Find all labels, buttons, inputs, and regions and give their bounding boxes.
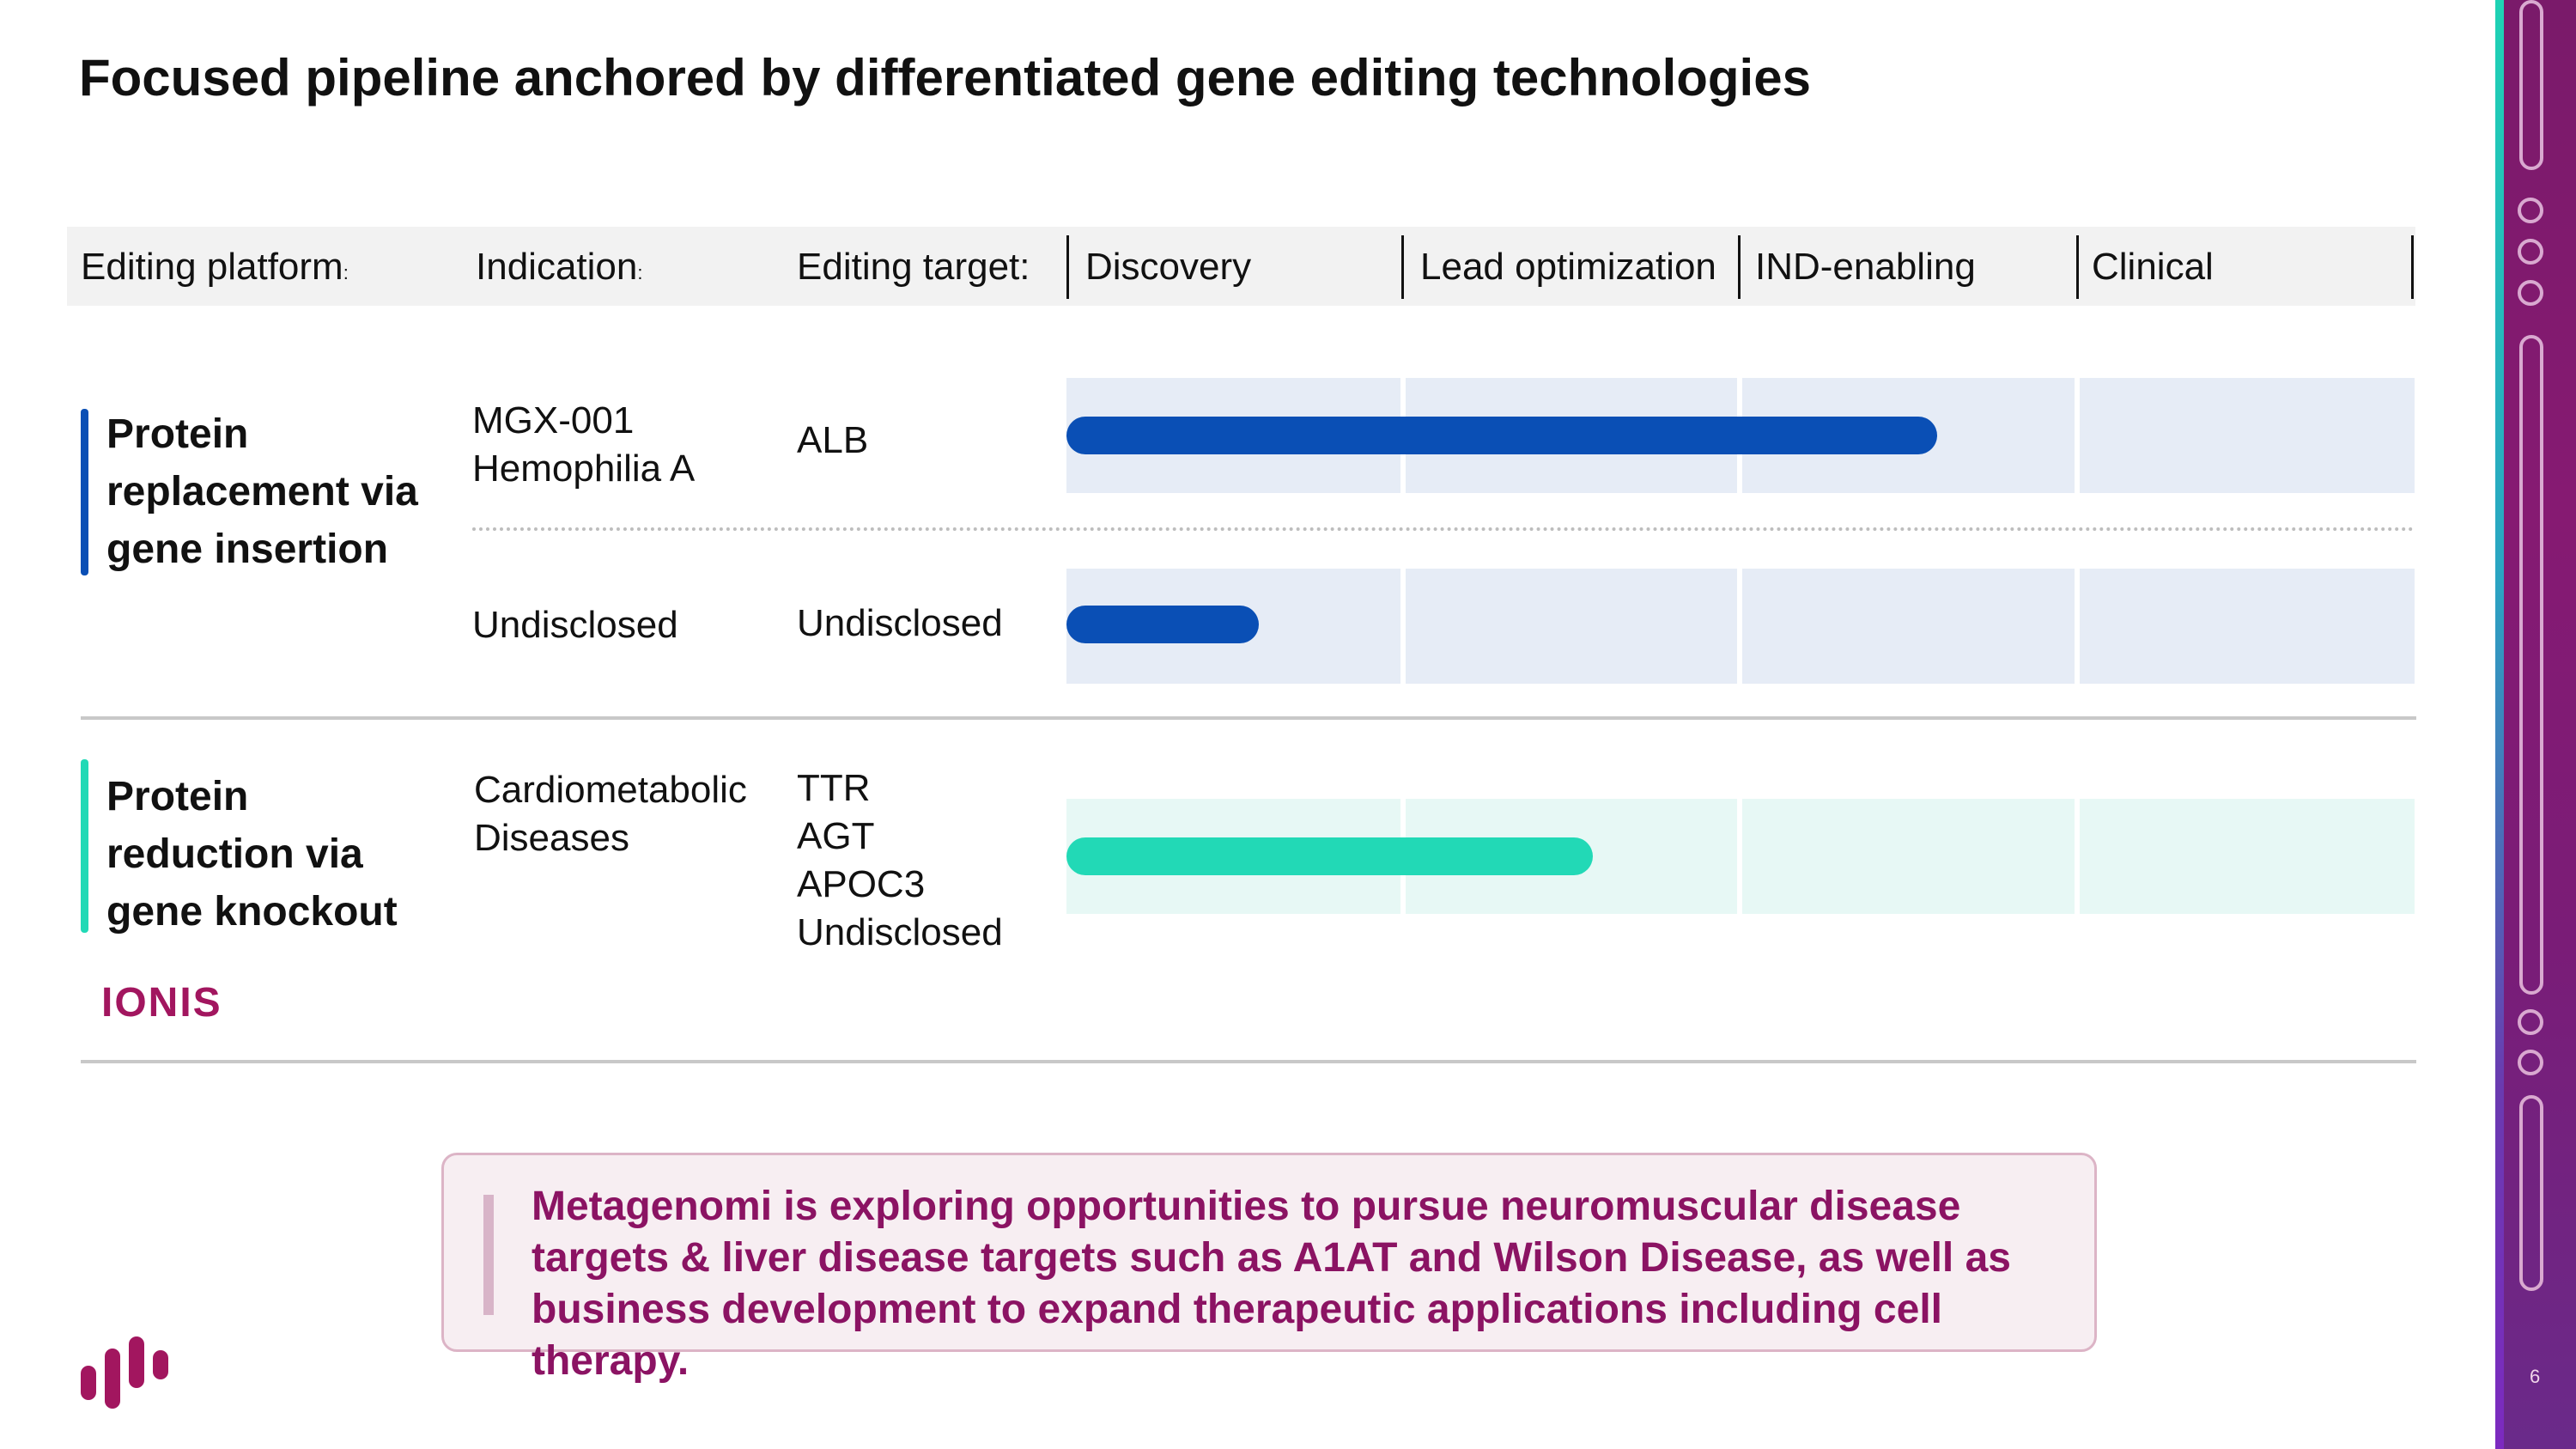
decorative-side-strip [2495, 0, 2576, 1449]
stage-divider [1401, 235, 1404, 299]
header-stage-lead-optimization: Lead optimization [1420, 246, 1716, 288]
stage-divider [1066, 235, 1069, 299]
target-cell: ALB [797, 419, 869, 461]
callout-text: Metagenomi is exploring opportunities to… [532, 1184, 2011, 1384]
indication-cell: Undisclosed [472, 604, 678, 646]
stage-divider [2411, 235, 2414, 299]
group-label-gene-knockout: Protein reduction via gene knockout [106, 774, 398, 935]
progress-bar [1066, 837, 1593, 875]
company-logo-icon [81, 1336, 175, 1409]
indication-cell: MGX-001 Hemophilia A [472, 399, 696, 490]
stage-divider [1738, 235, 1741, 299]
pipeline-track [1066, 378, 2415, 493]
progress-bar [1066, 606, 1259, 643]
header-stage-discovery: Discovery [1085, 246, 1252, 288]
header-stage-ind-enabling: IND-enabling [1755, 246, 1976, 288]
table-header-background [67, 227, 2415, 306]
pipeline-track [1066, 799, 2415, 914]
partner-logo-ionis: IONIS [101, 980, 222, 1026]
header-stage-clinical: Clinical [2092, 246, 2214, 288]
decorative-accent-line [2495, 0, 2504, 1449]
header-editing-platform: Editing platform: [81, 246, 349, 288]
header-editing-target: Editing target: [797, 246, 1030, 288]
group-accent-bar [81, 409, 88, 575]
callout-accent-mark [483, 1195, 494, 1315]
progress-bar [1066, 417, 1937, 454]
page-number: 6 [2530, 1366, 2541, 1387]
stage-divider [2076, 235, 2079, 299]
callout-box: Metagenomi is exploring opportunities to… [441, 1153, 2097, 1384]
bottom-divider [81, 1060, 2416, 1063]
group-label-gene-insertion: Protein replacement via gene insertion [106, 411, 418, 572]
row-divider [472, 527, 2415, 531]
target-cell: TTR AGT APOC3 Undisclosed [797, 767, 1003, 953]
indication-cell: Cardiometabolic Diseases [474, 769, 747, 859]
group-accent-bar [81, 759, 88, 933]
pipeline-track [1066, 569, 2415, 684]
target-cell: Undisclosed [797, 602, 1003, 644]
group-divider [81, 716, 2416, 720]
page-title: Focused pipeline anchored by differentia… [79, 49, 1811, 107]
header-indication: Indication: [476, 246, 643, 288]
